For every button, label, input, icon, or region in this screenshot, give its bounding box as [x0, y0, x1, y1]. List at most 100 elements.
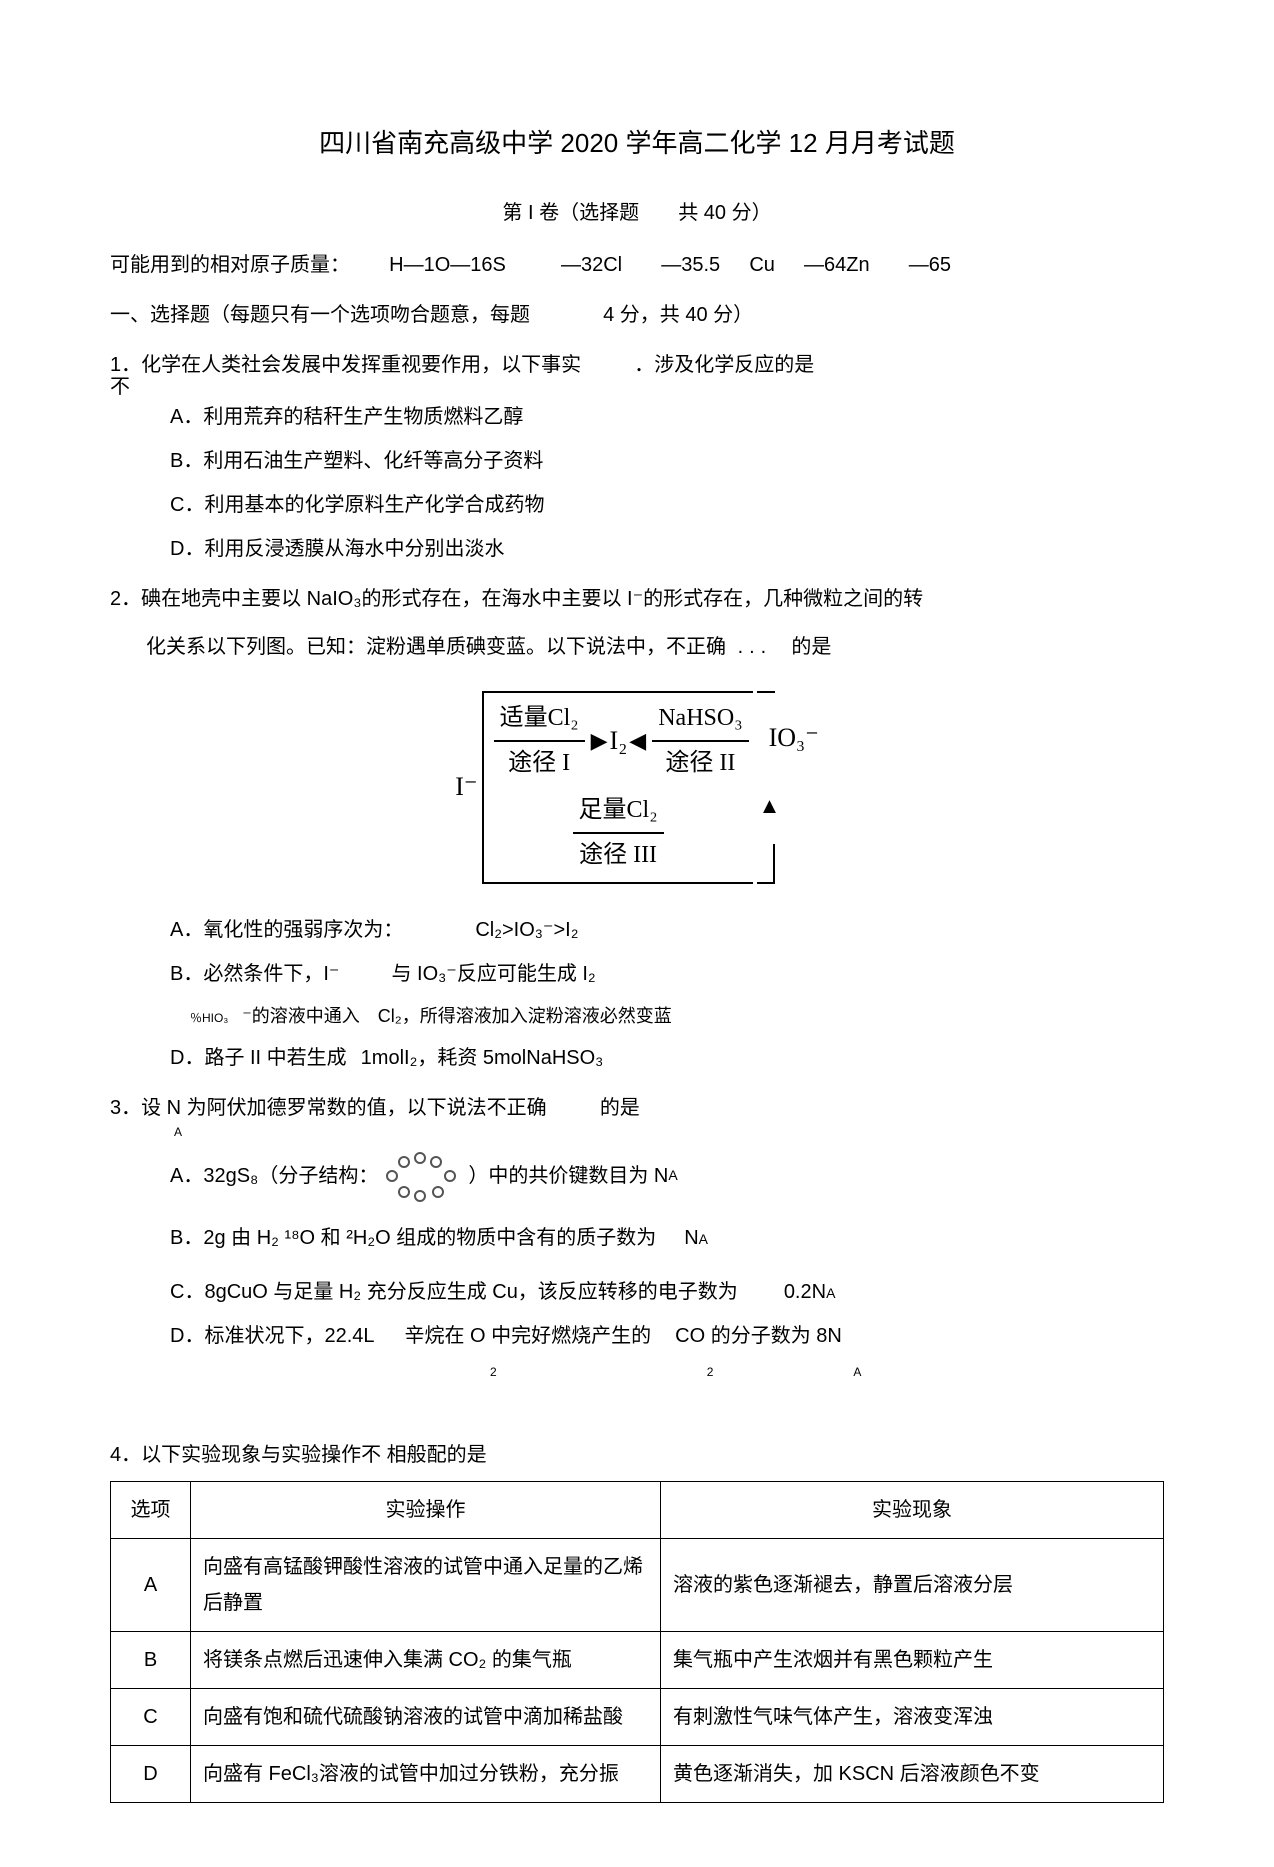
q1-stem: 1．化学在人类社会发展中发挥重视要作用，以下事实 ．涉及化学反应的是 不 [110, 347, 1164, 383]
q3-d-text: D．标准状况下，22.4L [170, 1318, 375, 1354]
q3-d-sub1: 2 [490, 1362, 497, 1384]
section-1-head-a: 一、选择题（每题只有一个选项吻合题意，每题 [110, 304, 530, 326]
q3-b-text: B．2g 由 H₂ ¹⁸O 和 ²H₂O 组成的物质中含有的质子数为 [170, 1220, 656, 1256]
q4-row-b-ph: 集气瓶中产生浓烟并有黑色颗粒产生 [661, 1632, 1164, 1689]
diagram-io3: IO₃⁻ [769, 715, 819, 762]
q2-option-c: ％HIO₃ ⁻的溶液中通入 Cl₂，所得溶液加入淀粉溶液必然变蓝 [190, 1000, 1164, 1032]
q4-row-a-op: 向盛有高锰酸钾酸性溶液的试管中通入足量的乙烯后静置 [191, 1539, 661, 1632]
q1-option-c: C．利用基本的化学原料生产化学合成药物 [170, 487, 1164, 523]
atomic-mass-item-2: S [493, 254, 506, 276]
diagram-path1-bot: 途径 I [502, 742, 576, 785]
q1-option-d: D．利用反浸透膜从海水中分别出淡水 [170, 531, 1164, 567]
question-3: 3．设 N 为阿伏加德罗常数的值，以下说法不正确 的是 A A．32gS₈（分子… [110, 1090, 1164, 1383]
volume-subtitle: 第 I 卷（选择题 共 40 分） [110, 195, 1164, 231]
q3-d-subs: 2 2 A [170, 1362, 1164, 1384]
table-row: D 向盛有 FeCl₃溶液的试管中加过分铁粉，充分振 黄色逐渐消失，加 KSCN… [111, 1746, 1164, 1803]
q3-b-sub: A [699, 1227, 708, 1252]
q3-d-mid2: CO 的分子数为 8N [675, 1318, 842, 1354]
table-row: B 将镁条点燃后迅速伸入集满 CO₂ 的集气瓶 集气瓶中产生浓烟并有黑色颗粒产生 [111, 1632, 1164, 1689]
atomic-mass-label: 可能用到的相对原子质量： [110, 254, 350, 276]
s8-structure-icon [378, 1150, 468, 1202]
atomic-mass-item-6: Cu [749, 254, 775, 276]
q2-b-text: B．必然条件下，I⁻ [170, 956, 339, 992]
atomic-mass-item-8: Zn [846, 254, 869, 276]
table-row: C 向盛有饱和硫代硫酸钠溶液的试管中滴加稀盐酸 有刺激性气味气体产生，溶液变浑浊 [111, 1689, 1164, 1746]
table-header-2: 实验现象 [661, 1482, 1164, 1539]
q4-row-c-opt: C [111, 1689, 191, 1746]
atomic-mass-item-3: —32 [561, 254, 603, 276]
q3-stem: 3．设 N 为阿伏加德罗常数的值，以下说法不正确 的是 A [110, 1090, 1164, 1144]
arrow-icon: ▶ [591, 721, 608, 761]
q4-row-a-ph: 溶液的紫色逐渐褪去，静置后溶液分层 [661, 1539, 1164, 1632]
q2-c-mid: Cl₂，所得溶液加入淀粉溶液必然变蓝 [378, 1000, 672, 1032]
q3-c-text: C．8gCuO 与足量 H₂ 充分反应生成 Cu，该反应转移的电子数为 [170, 1274, 738, 1310]
q4-row-b-op: 将镁条点燃后迅速伸入集满 CO₂ 的集气瓶 [191, 1632, 661, 1689]
q3-option-b: B．2g 由 H₂ ¹⁸O 和 ²H₂O 组成的物质中含有的质子数为 NA [170, 1220, 1164, 1256]
q1-option-a: A．利用荒弃的秸秆生产生物质燃料乙醇 [170, 399, 1164, 435]
q2-diagram: I⁻ 适量Cl₂ 途径 I ▶ I₂ ◀ NaHSO₃ 途径 II [110, 681, 1164, 894]
q2-d-text: D．路子 II 中若生成 [170, 1040, 347, 1076]
q2-stem-2-text: 化关系以下列图。已知：淀粉遇单质碘变蓝。以下说法中，不正确 [146, 636, 726, 658]
q4-row-a-opt: A [111, 1539, 191, 1632]
page-title: 四川省南充高级中学 2020 学年高二化学 12 月月考试题 [110, 120, 1164, 167]
section-1-head-b: 4 分，共 40 分） [603, 304, 753, 326]
atomic-mass-line: 可能用到的相对原子质量： H—1O—16S —32Cl —35.5 Cu —64… [110, 247, 1164, 283]
q3-a-pre: A．32gS₈（分子结构： [170, 1158, 378, 1194]
atomic-mass-item-5: —35.5 [661, 254, 720, 276]
question-2: 2．碘在地壳中主要以 NaIO₃的形式存在，在海水中主要以 I⁻的形式存在，几种… [110, 581, 1164, 1076]
q4-row-d-ph: 黄色逐渐消失，加 KSCN 后溶液颜色不变 [661, 1746, 1164, 1803]
q2-d-mid: 1molI₂，耗资 5molNaHSO₃ [361, 1040, 604, 1076]
q2-c-pre: ％HIO₃ [190, 1008, 228, 1030]
question-1: 1．化学在人类社会发展中发挥重视要作用，以下事实 ．涉及化学反应的是 不 A．利… [110, 347, 1164, 567]
diagram-i-minus: I⁻ [455, 764, 477, 811]
q2-stem-1: 2．碘在地壳中主要以 NaIO₃的形式存在，在海水中主要以 I⁻的形式存在，几种… [110, 581, 1164, 617]
q2-b-mid: 与 IO₃⁻反应可能生成 I₂ [391, 956, 595, 992]
q4-row-b-opt: B [111, 1632, 191, 1689]
q3-option-d: D．标准状况下，22.4L 辛烷在 O 中完好燃烧产生的 CO 的分子数为 8N [170, 1318, 1164, 1354]
table-row: A 向盛有高锰酸钾酸性溶液的试管中通入足量的乙烯后静置 溶液的紫色逐渐褪去，静置… [111, 1539, 1164, 1632]
q4-row-d-opt: D [111, 1746, 191, 1803]
q2-option-d: D．路子 II 中若生成 1molI₂，耗资 5molNaHSO₃ [170, 1040, 1164, 1076]
q3-a-post: ）中的共价键数目为 N [468, 1158, 668, 1194]
question-4: 4．以下实验现象与实验操作不 相般配的是 选项 实验操作 实验现象 A 向盛有高… [110, 1437, 1164, 1803]
diagram-path2-top: NaHSO₃ [652, 697, 748, 742]
atomic-mass-item-4: Cl [603, 254, 622, 276]
q2-option-b: B．必然条件下，I⁻ 与 IO₃⁻反应可能生成 I₂ [170, 956, 1164, 992]
q2-c-text: ⁻的溶液中通入 [242, 1000, 360, 1032]
q4-row-c-op: 向盛有饱和硫代硫酸钠溶液的试管中滴加稀盐酸 [191, 1689, 661, 1746]
q4-stem: 4．以下实验现象与实验操作不 相般配的是 [110, 1437, 1164, 1473]
table-header-1: 实验操作 [191, 1482, 661, 1539]
q3-option-a: A．32gS₈（分子结构： ）中的共价键数目为 NA [170, 1150, 1164, 1202]
atomic-mass-item-7: —64 [804, 254, 846, 276]
q3-d-mid: 辛烷在 O 中完好燃烧产生的 [405, 1318, 652, 1354]
section-1-head: 一、选择题（每题只有一个选项吻合题意，每题 4 分，共 40 分） [110, 297, 1164, 333]
q2-stem-2-end: 的是 [791, 636, 831, 658]
q2-stem-2: 化关系以下列图。已知：淀粉遇单质碘变蓝。以下说法中，不正确 ... 的是 [146, 629, 1164, 665]
q3-d-sub2: 2 [707, 1362, 714, 1384]
diagram-i2: I₂ [610, 718, 628, 765]
subtitle-left: 第 I 卷（选择题 [502, 202, 639, 224]
q4-row-c-ph: 有刺激性气味气体产生，溶液变浑浊 [661, 1689, 1164, 1746]
q3-stem-end: 的是 [600, 1097, 640, 1119]
diagram-path2-bot: 途径 II [659, 742, 741, 785]
q3-c-end: 0.2N [784, 1274, 826, 1310]
q3-d-sub3: A [853, 1362, 861, 1384]
q1-stem-b: ．涉及化学反应的是 [634, 354, 814, 376]
diagram-path3-bot: 途径 III [573, 834, 663, 877]
q3-b-end: N [684, 1220, 698, 1256]
q2-a-text: A．氧化性的强弱序次为： [170, 912, 403, 948]
table-header-0: 选项 [111, 1482, 191, 1539]
table-header-row: 选项 实验操作 实验现象 [111, 1482, 1164, 1539]
q4-table: 选项 实验操作 实验现象 A 向盛有高锰酸钾酸性溶液的试管中通入足量的乙烯后静置… [110, 1481, 1164, 1803]
atomic-mass-item-0: H—1 [389, 254, 435, 276]
arrow-up-icon: ▲ [759, 786, 781, 826]
q3-a-sub: A [668, 1163, 677, 1188]
q4-row-d-op: 向盛有 FeCl₃溶液的试管中加过分铁粉，充分振 [191, 1746, 661, 1803]
q3-stem-text: 3．设 N 为阿伏加德罗常数的值，以下说法不正确 [110, 1097, 547, 1119]
q3-option-c: C．8gCuO 与足量 H₂ 充分反应生成 Cu，该反应转移的电子数为 0.2N… [170, 1274, 1164, 1310]
atomic-mass-item-9: —65 [909, 254, 951, 276]
diagram-path3-top: 足量Cl₂ [573, 789, 664, 834]
q2-a-tail: Cl₂>IO₃⁻>I₂ [475, 912, 578, 948]
q1-stem-c: 不 [110, 369, 130, 405]
q2-option-a: A．氧化性的强弱序次为： Cl₂>IO₃⁻>I₂ [170, 912, 1164, 948]
